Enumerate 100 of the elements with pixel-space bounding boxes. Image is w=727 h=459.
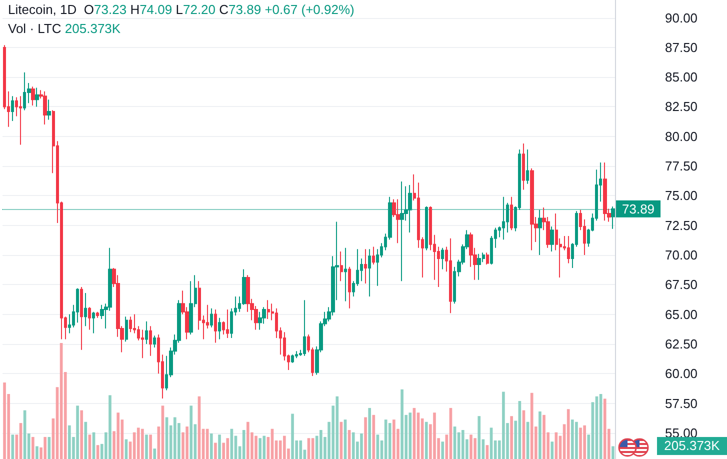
y-tick-label: 70.00 [665, 248, 698, 262]
bar [364, 417, 367, 459]
bar [68, 425, 71, 459]
candlestick [11, 96, 14, 122]
bar [408, 412, 412, 459]
bar [258, 438, 262, 459]
bar [603, 398, 606, 459]
y-tick-label: 72.50 [665, 218, 698, 233]
bar [44, 436, 47, 459]
candlestick [125, 316, 128, 342]
bar [388, 423, 392, 459]
candlestick [477, 253, 481, 280]
candlestick [141, 329, 144, 359]
y-tick-label: 87.50 [665, 40, 698, 55]
candlestick [47, 99, 51, 120]
candlestick [153, 335, 156, 348]
bar [478, 416, 481, 459]
bar [461, 430, 464, 459]
bar [278, 440, 282, 459]
bar [579, 428, 582, 459]
bar [210, 433, 213, 459]
bar [108, 395, 112, 459]
bar [84, 422, 88, 459]
candlestick [35, 87, 39, 108]
bar [542, 414, 546, 459]
candlestick [31, 86, 35, 106]
bar [570, 420, 574, 459]
candlestick [550, 226, 554, 252]
y-tick-label: 80.00 [665, 128, 698, 144]
bar [76, 406, 79, 459]
bar [254, 436, 258, 459]
candlestick [43, 90, 47, 126]
candlestick [522, 143, 525, 190]
ref-line-label: 73.89 [622, 201, 655, 216]
bar [372, 414, 376, 459]
candlestick [530, 168, 534, 251]
y-tick-label: 62.50 [665, 336, 698, 352]
candlestick [368, 248, 371, 298]
y-tick-label: 90.00 [665, 10, 698, 26]
bar [136, 428, 140, 459]
candlestick [348, 266, 351, 309]
bar [145, 434, 148, 459]
candlestick [486, 252, 489, 265]
bar [336, 396, 339, 459]
bar [186, 426, 188, 459]
bar [360, 433, 363, 459]
candlestick [291, 354, 294, 364]
y-tick-label: 85.00 [665, 70, 698, 85]
candlestick [441, 247, 444, 270]
bar [368, 408, 372, 459]
y-tick-label: 67.50 [665, 277, 698, 292]
y-tick-label: 75.00 [665, 188, 698, 204]
bar [550, 442, 554, 459]
bar [11, 434, 14, 459]
candlestick [92, 311, 95, 334]
y-tick-label: 57.50 [665, 396, 698, 411]
bar [424, 422, 428, 459]
bar [141, 428, 144, 459]
candlestick [364, 248, 367, 284]
candlestick [567, 236, 570, 264]
candlestick [129, 316, 132, 333]
candlestick [96, 311, 99, 318]
bar [352, 432, 355, 459]
bar [242, 430, 246, 459]
bar [32, 436, 34, 459]
bar [538, 411, 542, 459]
bar [214, 442, 217, 459]
bar [392, 420, 396, 459]
bar [262, 436, 266, 459]
bar [153, 448, 156, 459]
bar [400, 389, 404, 459]
candlestick [84, 292, 87, 327]
y-tick-label: 60.00 [665, 366, 698, 382]
candlestick [303, 300, 306, 356]
candlestick [258, 311, 262, 330]
candlestick [76, 288, 79, 324]
text: 205.373K [657, 437, 727, 456]
bar [149, 434, 152, 459]
bar [575, 422, 578, 459]
bar [612, 446, 614, 459]
text: O73.23 H74.09 L72.20 C73.89 +0.67 (+0.92%) [84, 2, 354, 17]
candlestick [396, 198, 400, 244]
bar [116, 412, 120, 459]
bar [246, 422, 250, 459]
candlestick [526, 148, 529, 184]
candlestick [344, 247, 347, 302]
candlestick [19, 96, 22, 146]
candlestick [267, 300, 270, 320]
bar [48, 436, 51, 459]
bar [583, 425, 586, 459]
bar [470, 434, 472, 459]
bar [218, 434, 221, 459]
bar [441, 442, 444, 459]
bar [510, 416, 513, 459]
candlestick [340, 250, 343, 282]
candlestick [295, 350, 298, 359]
bar [282, 436, 286, 459]
candlestick [510, 196, 513, 231]
bar [433, 412, 436, 459]
candlestick [603, 162, 607, 222]
